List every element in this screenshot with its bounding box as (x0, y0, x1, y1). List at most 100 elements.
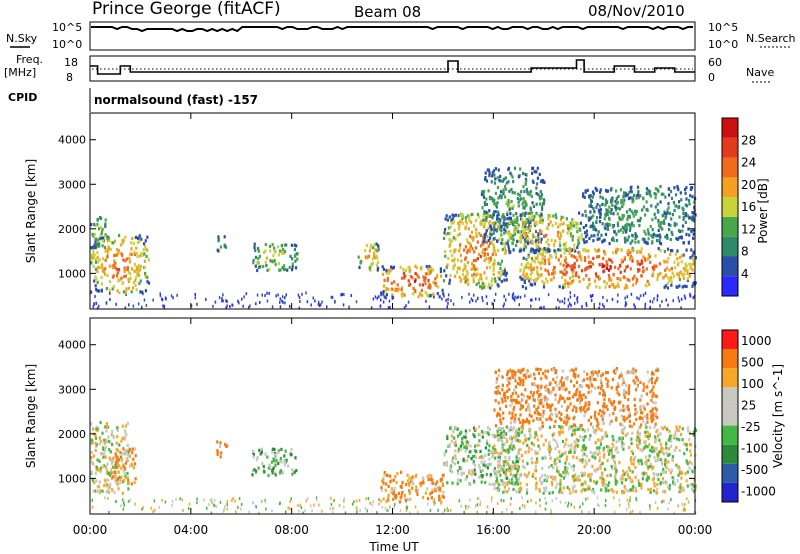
velocity-echo-cell (521, 459, 524, 463)
velocity-echo-cell (565, 458, 568, 462)
power-echo-cell (496, 176, 499, 180)
velocity-echo-cell (389, 474, 392, 478)
velocity-echo-cell (281, 470, 284, 474)
power-echo-cell (625, 230, 628, 234)
power-echo-cell (564, 244, 567, 248)
power-echo-cell (503, 231, 506, 235)
power-echo-cell (543, 199, 546, 203)
velocity-echo-cell (456, 434, 460, 438)
power-noise-cell (95, 302, 98, 305)
power-echo-cell (657, 224, 661, 228)
power-echo-cell (608, 276, 611, 280)
velocity-echo-cell (650, 398, 653, 402)
velocity-echo-cell (116, 477, 120, 481)
velocity-echo-cell (678, 485, 681, 489)
velocity-echo-cell (503, 481, 506, 485)
velocity-noise-cell (367, 497, 370, 500)
power-echo-cell (463, 248, 466, 252)
velocity-echo-cell (574, 375, 577, 379)
power-echo-cell (692, 219, 695, 223)
power-echo-cell (381, 265, 384, 269)
velocity-echo-cell (612, 370, 615, 374)
velocity-echo-cell (606, 434, 609, 438)
velocity-echo-cell (596, 424, 599, 428)
power-echo-cell (562, 272, 565, 276)
power-echo-cell (127, 270, 130, 274)
power-echo-cell (583, 256, 587, 260)
velocity-echo-cell (522, 383, 525, 387)
velocity-echo-cell (570, 443, 573, 447)
power-echo-cell (521, 226, 524, 230)
velocity-echo-cell (600, 381, 603, 385)
velocity-echo-cell (671, 482, 675, 486)
velocity-echo-cell (491, 482, 494, 486)
velocity-echo-cell (451, 481, 454, 485)
velocity-echo-cell (105, 440, 109, 444)
power-echo-cell (594, 186, 597, 190)
power-echo-cell (684, 268, 687, 272)
power-noise-cell (563, 297, 566, 301)
power-echo-cell (264, 260, 267, 264)
velocity-noise-cell (261, 499, 263, 503)
velocity-echo-cell (620, 444, 623, 448)
power-noise-cell (403, 306, 406, 310)
velocity-echo-cell (446, 481, 449, 485)
power-noise-cell (461, 295, 463, 299)
power-echo-cell (553, 271, 557, 275)
power-echo-cell (483, 177, 487, 181)
power-echo-cell (612, 225, 615, 229)
power-echo-cell (525, 187, 528, 191)
power-echo-cell (516, 225, 519, 229)
velocity-echo-cell (538, 395, 541, 399)
velocity-echo-cell (121, 424, 124, 428)
velocity-echo-cell (537, 444, 540, 448)
power-echo-cell (607, 268, 611, 272)
power-echo-cell (427, 294, 430, 298)
power-noise-cell (543, 305, 545, 309)
velocity-echo-cell (636, 435, 639, 439)
velocity-echo-cell (505, 461, 508, 465)
power-echo-cell (97, 265, 100, 269)
power-noise-cell (241, 297, 243, 301)
velocity-echo-cell (542, 409, 545, 413)
velocity-echo-cell (598, 446, 601, 450)
power-echo-cell (660, 242, 663, 246)
velocity-echo-cell (95, 465, 99, 470)
velocity-echo-cell (635, 438, 638, 442)
velocity-echo-cell (494, 390, 497, 395)
velocity-echo-cell (591, 425, 595, 429)
velocity-echo-cell (497, 488, 501, 492)
velocity-echo-cell (623, 391, 626, 395)
power-echo-cell (590, 205, 593, 209)
power-noise-cell (310, 303, 312, 307)
power-echo-cell (560, 215, 563, 219)
velocity-echo-cell (105, 469, 109, 473)
power-echo-cell (654, 254, 657, 258)
power-noise-cell (109, 291, 111, 295)
velocity-echo-cell (458, 432, 461, 436)
power-echo-region (518, 246, 697, 290)
power-noise-cell (485, 295, 488, 299)
power-echo-cell (623, 269, 626, 273)
velocity-echo-cell (599, 476, 602, 480)
velocity-echo-cell (488, 482, 491, 486)
xtick-label: 04:00 (174, 523, 209, 537)
velocity-echo-cell (524, 450, 527, 454)
velocity-noise-cell (686, 497, 688, 501)
velocity-noise-cell (573, 505, 575, 509)
velocity-echo-cell (620, 408, 623, 412)
power-echo-cell (631, 259, 634, 263)
velocity-echo-cell (99, 420, 102, 425)
power-echo-cell (569, 234, 572, 238)
velocity-echo-cell (94, 448, 97, 452)
velocity-echo-cell (103, 441, 106, 445)
velocity-echo-cell (559, 394, 562, 398)
velocity-echo-cell (646, 402, 649, 406)
power-echo-cell (664, 216, 667, 220)
velocity-echo-cell (434, 482, 437, 486)
velocity-echo-cell (639, 398, 642, 402)
power-echo-cell (452, 236, 455, 240)
power-echo-cell (535, 245, 538, 249)
power-echo-cell (509, 212, 512, 216)
power-echo-cell (391, 293, 394, 297)
